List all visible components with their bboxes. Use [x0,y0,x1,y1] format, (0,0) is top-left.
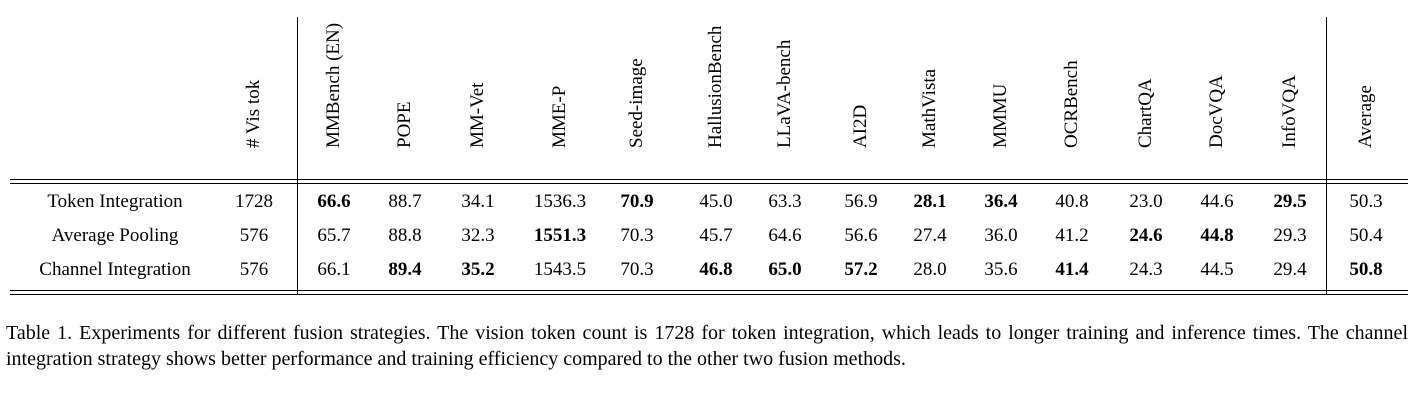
column-header-label: HallusionBench [705,25,726,148]
table-cell: 35.2 [461,259,495,280]
table-cell: 41.2 [1055,225,1089,246]
column-header-label: MMMU [990,83,1011,148]
column-header-label: MathVista [919,68,940,148]
table-cell: 24.6 [1129,225,1163,246]
column-header-label: DocVQA [1206,75,1227,148]
table-cell: 1536.3 [533,191,587,212]
table-cell: 34.1 [461,191,495,212]
column-header-label: POPE [394,101,415,148]
table-cell: 35.6 [984,259,1018,280]
table-cell: 44.6 [1200,191,1234,212]
table-cell: 66.1 [317,259,351,280]
table-cell: 65.7 [317,225,351,246]
bottom-rule-top [10,290,1408,291]
column-header-label: LLaVA-bench [774,39,795,148]
table-cell: 28.0 [913,259,947,280]
column-header-label: OCRBench [1061,60,1082,148]
table-cell: 28.1 [913,191,947,212]
table-caption: Table 1. Experiments for different fusio… [6,322,1408,370]
table-cell: 46.8 [699,259,733,280]
table-cell: 41.4 [1055,259,1089,280]
header-rule-top [10,179,1408,180]
table-header: # Vis tok MMBench (EN) POPE MM-Vet MME-P Seed… [0,0,1414,170]
table-cell: 23.0 [1129,191,1163,212]
table-cell: 57.2 [844,259,878,280]
column-divider-right [1326,17,1327,295]
table-cell: 45.0 [699,191,733,212]
row-label: Channel Integration [39,259,191,280]
table-cell: 70.9 [620,191,654,212]
table-cell: 70.3 [620,225,654,246]
header-rule-bottom [10,183,1408,184]
table-cell: 44.8 [1200,225,1234,246]
table-cell: 576 [239,225,269,246]
table-cell: 1551.3 [533,225,587,246]
row-label: Token Integration [47,191,183,212]
table-cell: 44.5 [1200,259,1234,280]
column-header-label: MM-Vet [467,82,488,148]
column-header-label: # Vis tok [243,79,264,148]
table-cell: 1728 [235,191,273,212]
table-cell: 66.6 [317,191,351,212]
table-cell: 50.3 [1349,191,1383,212]
table-cell: 40.8 [1055,191,1089,212]
table-cell: 45.7 [699,225,733,246]
bottom-rule-bottom [10,294,1408,295]
table-cell: 63.3 [768,191,802,212]
column-header-label: Seed-image [626,58,647,148]
table-cell: 576 [239,259,269,280]
table-cell: 65.0 [768,259,802,280]
table-cell: 36.0 [984,225,1018,246]
table-cell: 29.3 [1273,225,1307,246]
table-cell: 64.6 [768,225,802,246]
table-cell: 70.3 [620,259,654,280]
table-cell: 50.4 [1349,225,1383,246]
column-header-label: MME-P [549,85,570,148]
table-cell: 27.4 [913,225,947,246]
table-cell: 56.9 [844,191,878,212]
column-header-label: Average [1355,85,1376,148]
table-cell: 50.8 [1349,259,1383,280]
table-cell: 88.8 [388,225,422,246]
column-header-label: ChartQA [1135,78,1156,148]
table-cell: 29.4 [1273,259,1307,280]
table-cell: 89.4 [388,259,422,280]
table-cell: 1543.5 [533,259,587,280]
table-cell: 24.3 [1129,259,1163,280]
table-cell: 88.7 [388,191,422,212]
column-header-label: MMBench (EN) [323,22,344,148]
table-cell: 56.6 [844,225,878,246]
table-cell: 36.4 [984,191,1018,212]
row-label: Average Pooling [51,225,179,246]
table-cell: 32.3 [461,225,495,246]
column-header-label: AI2D [850,104,871,148]
column-divider-left [297,17,298,295]
table-cell: 29.5 [1273,191,1307,212]
column-header-label: InfoVQA [1279,75,1300,148]
